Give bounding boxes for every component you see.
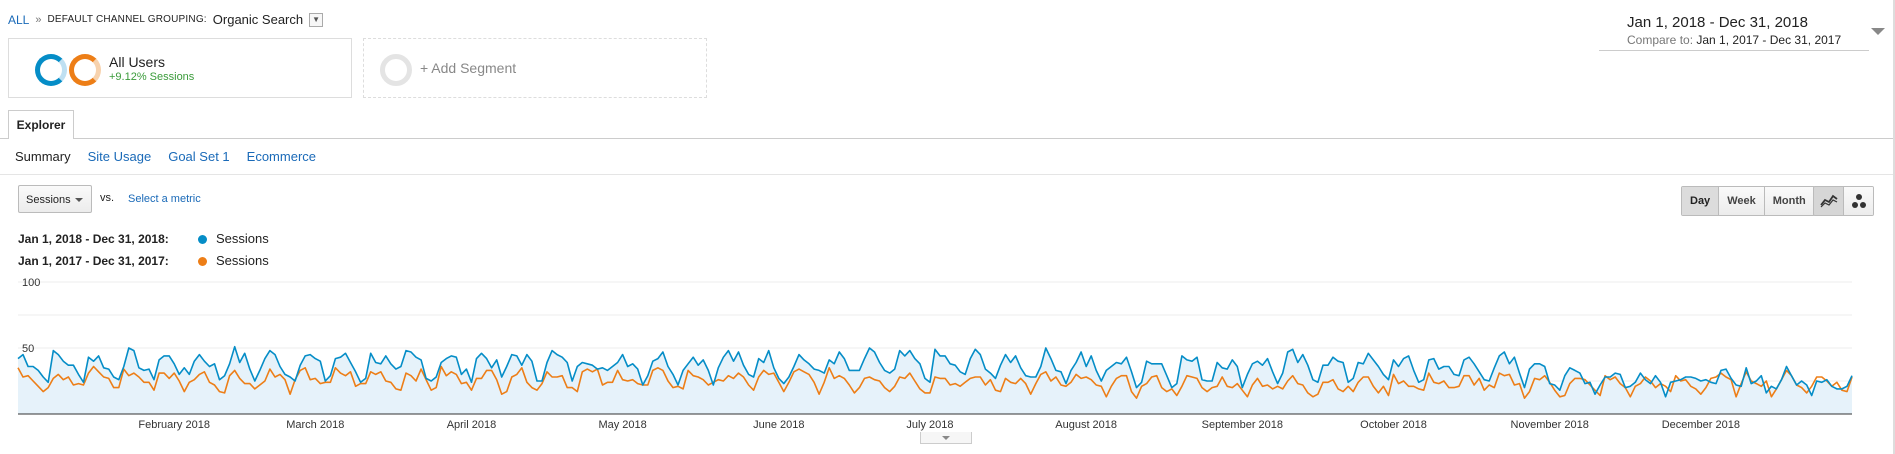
breadcrumb-all-link[interactable]: ALL — [8, 12, 30, 27]
x-tick-label: February 2018 — [138, 419, 210, 431]
breadcrumb-dimension: DEFAULT CHANNEL GROUPING: — [47, 14, 207, 25]
x-tick-label: August 2018 — [1055, 419, 1117, 431]
legend-dot-2018 — [198, 235, 207, 244]
segment-ring-blue-icon — [35, 54, 67, 86]
explorer-subtabs: Summary Site Usage Goal Set 1 Ecommerce — [15, 149, 316, 164]
legend-metric-2017: Sessions — [216, 253, 269, 268]
chevron-down-icon[interactable]: ▼ — [309, 12, 324, 27]
month-button[interactable]: Month — [1764, 187, 1814, 215]
x-tick-label: November 2018 — [1511, 419, 1589, 431]
breadcrumb-value: Organic Search — [212, 12, 304, 27]
chevron-down-icon — [75, 198, 83, 202]
breadcrumb: ALL » DEFAULT CHANNEL GROUPING: Organic … — [8, 12, 324, 27]
chart-resize-handle[interactable] — [920, 432, 972, 444]
breadcrumb-separator: » — [35, 13, 42, 26]
segment-all-users[interactable]: All Users +9.12% Sessions — [8, 38, 352, 98]
line-chart-icon — [1819, 194, 1838, 208]
motion-chart-button[interactable] — [1844, 187, 1873, 215]
add-segment-button[interactable]: + Add Segment — [363, 38, 707, 98]
segment-change: +9.12% Sessions — [109, 71, 195, 83]
date-range-main: Jan 1, 2018 - Dec 31, 2018 — [1627, 14, 1808, 31]
line-chart-button[interactable] — [1814, 187, 1844, 215]
date-range-picker[interactable]: Jan 1, 2018 - Dec 31, 2018 Compare to: J… — [1627, 14, 1865, 47]
chart-type-toggle — [1813, 186, 1874, 216]
tab-explorer[interactable]: Explorer — [8, 110, 74, 139]
chevron-down-icon — [942, 435, 950, 440]
x-tick-label: September 2018 — [1202, 419, 1283, 431]
series-2018-area — [18, 346, 1852, 414]
series-2017-line — [17, 365, 1853, 399]
legend-range-2018: Jan 1, 2018 - Dec 31, 2018: — [18, 232, 169, 246]
tabs-divider — [0, 138, 1895, 139]
x-tick-label: April 2018 — [447, 419, 497, 431]
subtab-ecommerce[interactable]: Ecommerce — [246, 149, 317, 164]
x-tick-label: March 2018 — [286, 419, 344, 431]
x-tick-label: October 2018 — [1360, 419, 1427, 431]
subtab-site-usage[interactable]: Site Usage — [87, 149, 152, 164]
metric-select-value: Sessions — [26, 194, 71, 206]
period-toggle: Day Week Month — [1681, 186, 1815, 216]
date-range-underline — [1599, 50, 1869, 51]
vs-label: vs. — [100, 192, 115, 204]
subtab-summary[interactable]: Summary — [15, 149, 71, 164]
metric-select[interactable]: Sessions — [18, 185, 92, 213]
x-tick-label: July 2018 — [906, 419, 953, 431]
empty-segment-ring-icon — [380, 54, 412, 86]
week-button[interactable]: Week — [1719, 187, 1765, 215]
y-tick-label: 100 — [22, 277, 40, 289]
legend-metric-2018: Sessions — [216, 231, 269, 246]
x-tick-label: December 2018 — [1662, 419, 1740, 431]
subtabs-divider — [0, 174, 1895, 175]
add-segment-label: + Add Segment — [420, 60, 517, 76]
legend-dot-2017 — [198, 257, 207, 266]
motion-chart-icon — [1851, 194, 1866, 208]
window-edge — [1893, 0, 1895, 454]
y-tick-label: 50 — [22, 343, 34, 355]
date-range-compare: Compare to: Jan 1, 2017 - Dec 31, 2017 — [1627, 33, 1865, 47]
x-tick-label: June 2018 — [753, 419, 804, 431]
select-metric-link[interactable]: Select a metric — [128, 193, 201, 205]
compare-label: Compare to: — [1627, 33, 1694, 47]
day-button[interactable]: Day — [1682, 187, 1720, 215]
segment-title: All Users — [109, 54, 166, 70]
legend-range-2017: Jan 1, 2017 - Dec 31, 2017: — [18, 254, 169, 268]
segment-ring-orange-icon — [69, 54, 101, 86]
sessions-line-chart[interactable]: 100 50 February 2018 March 2018 April 2018 Ma… — [0, 272, 1895, 434]
date-range-dropdown-icon[interactable] — [1871, 28, 1885, 35]
compare-value: Jan 1, 2017 - Dec 31, 2017 — [1696, 33, 1842, 47]
subtab-goal-set-1[interactable]: Goal Set 1 — [168, 149, 230, 164]
series-2018-line — [17, 345, 1853, 398]
x-tick-label: May 2018 — [598, 419, 646, 431]
